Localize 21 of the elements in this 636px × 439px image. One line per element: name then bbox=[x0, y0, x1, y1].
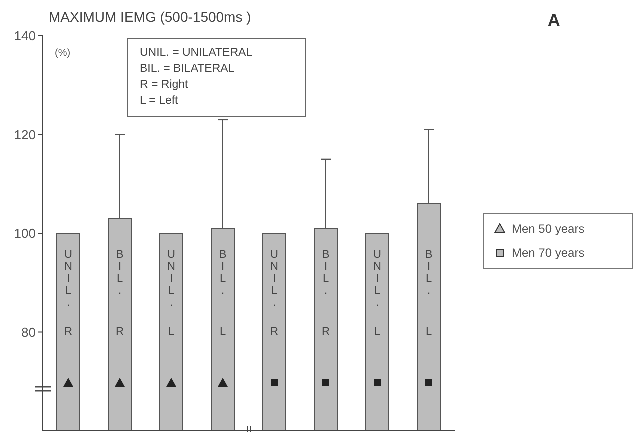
y-axis-title: (%) bbox=[55, 48, 71, 59]
category-label: UNIL. R bbox=[62, 249, 74, 338]
annotation: R = Right bbox=[140, 79, 190, 91]
category-label: BIL. L bbox=[217, 249, 229, 338]
annotation: BIL. = BILATERAL bbox=[140, 63, 236, 75]
y-tick-label: 100 bbox=[14, 226, 36, 242]
category-label: UNIL. R bbox=[268, 249, 280, 338]
category-label: UNIL. L bbox=[372, 249, 384, 338]
category-label: BIL. L bbox=[423, 249, 435, 338]
category-label: BIL. R bbox=[114, 249, 126, 338]
y-tick-label: 140 bbox=[14, 28, 36, 44]
annotation: L = Left bbox=[140, 95, 180, 107]
category-label: UNIL. L bbox=[166, 249, 178, 338]
y-tick-label: 80 bbox=[22, 324, 36, 340]
y-tick-label: 120 bbox=[14, 127, 36, 142]
legend-label: Men 50 years bbox=[512, 222, 585, 236]
annotation: UNIL. = UNILATERAL bbox=[140, 47, 254, 59]
text: A bbox=[548, 11, 560, 30]
chart-title: MAXIMUM IEMG (500-1500ms ) bbox=[49, 9, 252, 25]
category-label: BIL. R bbox=[320, 249, 332, 338]
legend-label: Men 70 years bbox=[512, 246, 585, 260]
